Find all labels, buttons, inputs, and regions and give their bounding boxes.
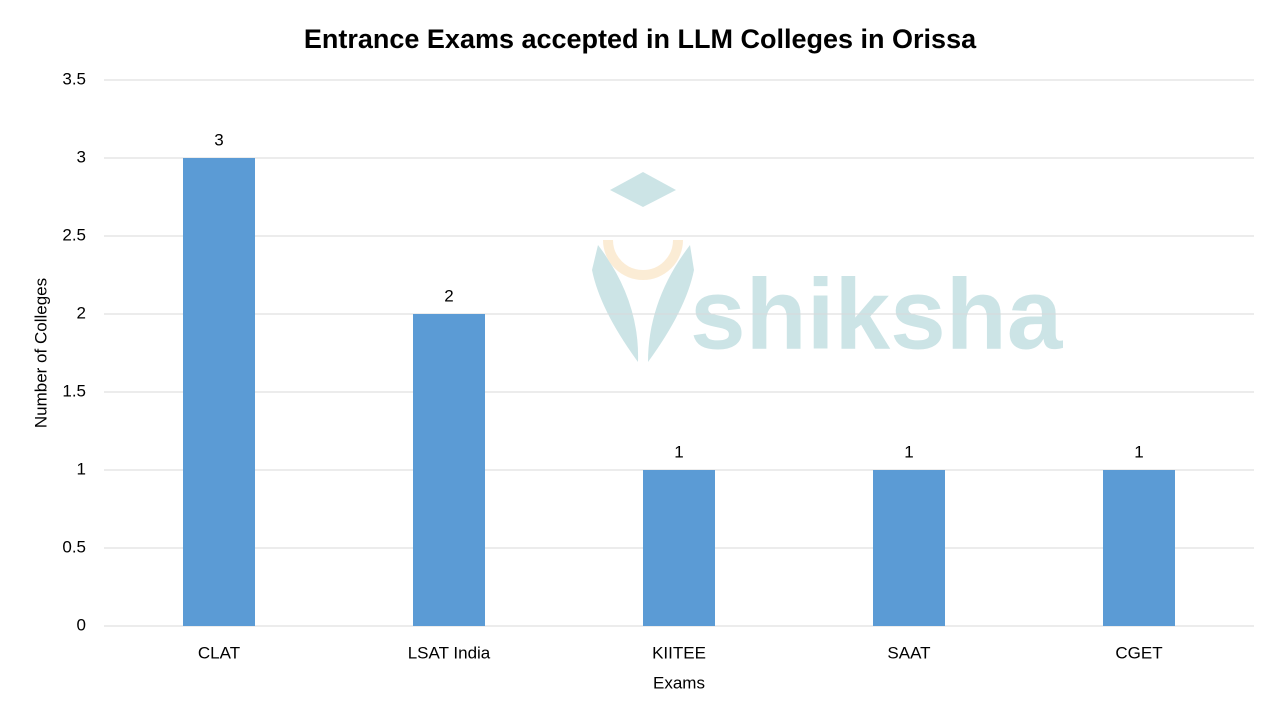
data-label: 2 [444,286,453,305]
bar [643,470,715,626]
y-tick-label: 0 [77,615,86,634]
x-tick-label: CLAT [198,643,240,662]
data-label: 1 [904,442,913,461]
bar [183,158,255,626]
x-tick-label: KIITEE [652,643,706,662]
y-tick-label: 3.5 [62,69,86,88]
x-tick-label: CGET [1115,643,1162,662]
data-label: 1 [674,442,683,461]
x-tick-label: SAAT [887,643,930,662]
bar [873,470,945,626]
y-tick-label: 1 [77,459,86,478]
bar [413,314,485,626]
y-tick-label: 2.5 [62,225,86,244]
data-label: 1 [1134,442,1143,461]
y-axis-label: Number of Colleges [31,278,50,428]
chart-title: Entrance Exams accepted in LLM Colleges … [304,24,977,54]
y-tick-label: 3 [77,147,86,166]
y-tick-label: 2 [77,303,86,322]
y-tick-label: 0.5 [62,537,86,556]
x-axis-label: Exams [653,673,705,692]
x-tick-label: LSAT India [408,643,491,662]
bar [1103,470,1175,626]
y-tick-label: 1.5 [62,381,86,400]
data-label: 3 [214,130,223,149]
